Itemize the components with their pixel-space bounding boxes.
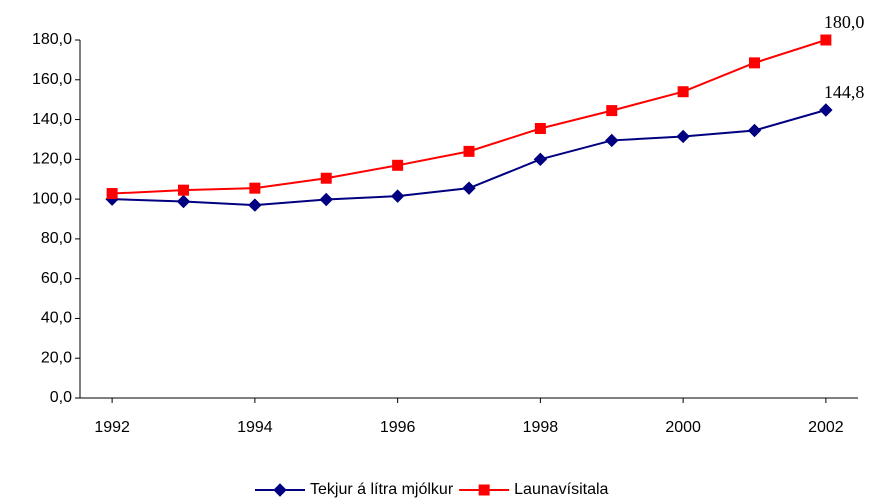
legend-label: Tekjur á lítra mjólkur xyxy=(310,481,454,498)
point xyxy=(533,152,548,167)
point xyxy=(606,105,618,117)
y-tick-label: 40,0 xyxy=(41,310,72,327)
y-tick-label: 100,0 xyxy=(32,190,72,207)
point xyxy=(747,123,762,138)
y-tick-label: 180,0 xyxy=(32,31,72,48)
y-tick-label: 60,0 xyxy=(41,270,72,287)
point xyxy=(176,194,191,209)
point xyxy=(462,181,476,195)
point xyxy=(749,57,761,69)
point xyxy=(605,133,619,148)
x-tick-label: 1994 xyxy=(237,419,273,436)
x-tick-label: 1992 xyxy=(94,419,130,436)
y-tick-label: 20,0 xyxy=(41,349,72,366)
point xyxy=(177,184,189,196)
point xyxy=(534,123,546,135)
data-label: 144,8 xyxy=(824,82,865,102)
point xyxy=(463,145,475,157)
point xyxy=(249,182,261,194)
x-tick-label: 2000 xyxy=(665,419,701,436)
legend-marker xyxy=(478,484,490,496)
legend-label: Launavísitala xyxy=(514,481,608,498)
point xyxy=(820,34,832,46)
x-tick-label: 2002 xyxy=(808,419,844,436)
x-tick-label: 1998 xyxy=(523,419,559,436)
point xyxy=(819,103,833,117)
y-tick-label: 160,0 xyxy=(32,71,72,88)
x-tick-label: 1996 xyxy=(380,419,416,436)
point xyxy=(248,198,262,212)
point xyxy=(392,159,404,171)
y-tick-label: 140,0 xyxy=(32,111,72,128)
point xyxy=(320,172,332,184)
series-line xyxy=(112,39,827,195)
point xyxy=(677,86,689,98)
point xyxy=(676,129,690,144)
y-tick-label: 120,0 xyxy=(32,151,72,168)
point xyxy=(390,189,405,203)
point xyxy=(319,192,333,207)
legend-marker xyxy=(273,483,287,497)
y-tick-label: 80,0 xyxy=(41,230,72,247)
point xyxy=(106,188,118,200)
y-tick-label: 0,0 xyxy=(50,389,72,406)
data-label: 180,0 xyxy=(824,12,865,32)
